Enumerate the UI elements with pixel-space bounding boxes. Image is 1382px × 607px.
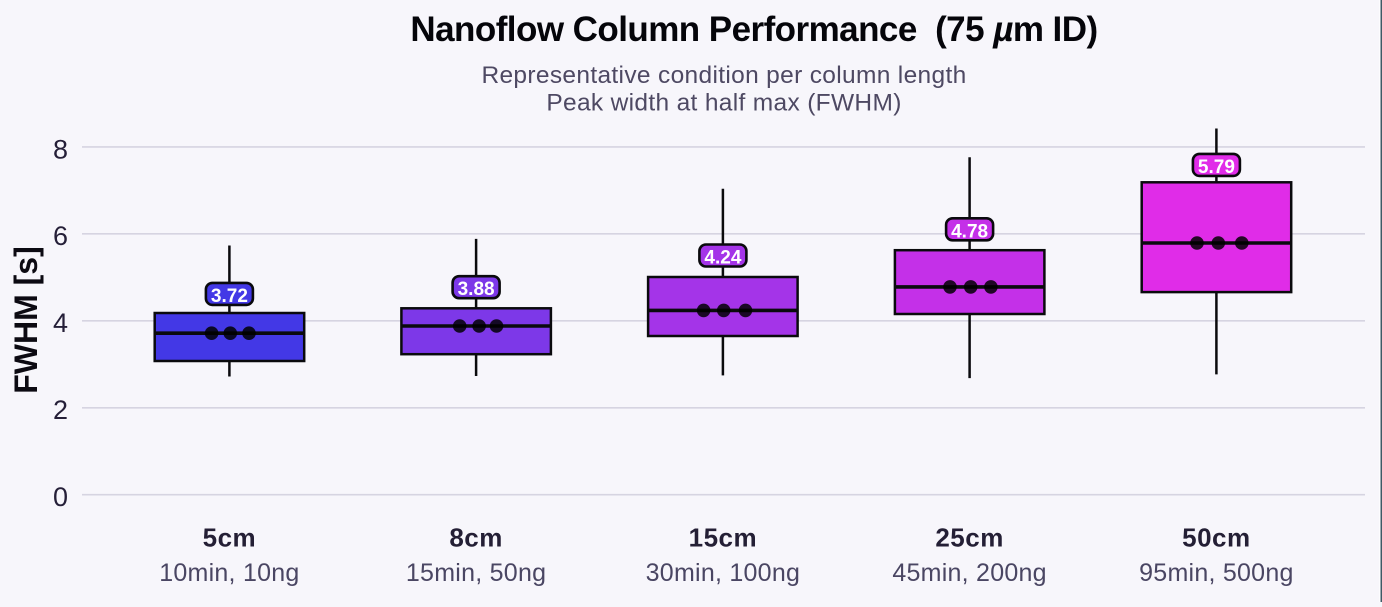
svg-text:6: 6	[53, 221, 68, 251]
svg-text:45min, 200ng: 45min, 200ng	[892, 559, 1047, 587]
svg-text:25cm: 25cm	[935, 522, 1004, 552]
svg-text:5.79: 5.79	[1198, 157, 1235, 178]
svg-text:Peak width at half max (FWHM): Peak width at half max (FWHM)	[546, 89, 901, 116]
svg-text:95min, 500ng: 95min, 500ng	[1139, 559, 1294, 587]
svg-text:FWHM [s]: FWHM [s]	[8, 246, 44, 394]
svg-text:Nanoflow Column Performance (: Nanoflow Column Performance (75 µm ID)	[410, 10, 1097, 49]
svg-text:30min, 100ng: 30min, 100ng	[646, 559, 801, 587]
svg-text:0: 0	[53, 482, 68, 512]
svg-text:5cm: 5cm	[203, 522, 257, 552]
svg-text:Representative condition per c: Representative condition per column leng…	[481, 62, 966, 89]
svg-text:4.78: 4.78	[951, 221, 988, 242]
svg-text:2: 2	[53, 395, 68, 425]
svg-text:8: 8	[53, 134, 68, 164]
svg-text:3.72: 3.72	[211, 286, 248, 307]
svg-text:15min, 50ng: 15min, 50ng	[406, 559, 546, 587]
svg-text:3.88: 3.88	[458, 279, 495, 300]
svg-text:50cm: 50cm	[1182, 522, 1251, 552]
svg-text:15cm: 15cm	[689, 522, 758, 552]
svg-text:4: 4	[53, 308, 68, 338]
svg-text:4.24: 4.24	[704, 248, 741, 269]
svg-text:8cm: 8cm	[449, 522, 503, 552]
svg-text:10min, 10ng: 10min, 10ng	[159, 559, 299, 587]
